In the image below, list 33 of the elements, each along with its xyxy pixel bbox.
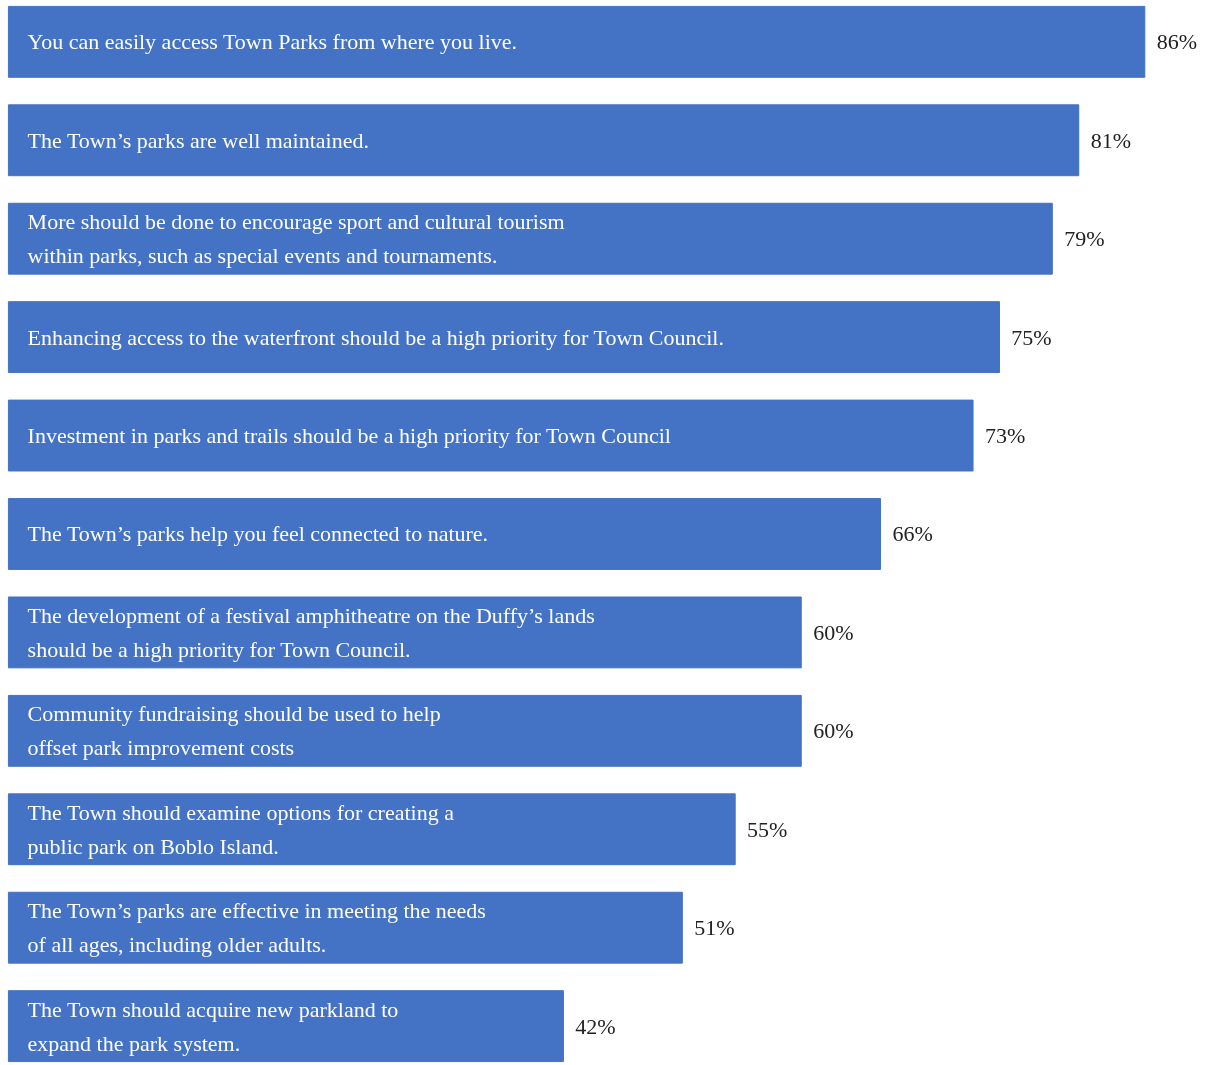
data-label: 55%: [747, 816, 788, 842]
bar: [7, 498, 882, 570]
data-label: 60%: [813, 619, 854, 645]
bar: [7, 202, 1053, 275]
data-label: 73%: [984, 423, 1026, 449]
bar: [7, 990, 564, 1063]
y-tick-label: The Town’s parks help you feel connected to nature.: [27, 521, 489, 547]
bar: [7, 399, 974, 472]
data-label: 79%: [1064, 226, 1105, 252]
y-tick-label: Investment in parks and trails should be a high priority for Town Council: [27, 423, 671, 449]
y-tick-label: The Town should examine options for creating a public park on Boblo Island.: [27, 799, 455, 859]
y-tick-label: More should be done to encourage sport and cultural tourism within parks, such as special events and tournaments.: [27, 209, 565, 269]
data-label: 66%: [892, 521, 933, 547]
bar: [7, 793, 736, 866]
bar: [7, 694, 802, 767]
bar: [7, 301, 1000, 374]
bar: [7, 104, 1080, 177]
bar: [7, 5, 1146, 78]
data-label: 81%: [1090, 127, 1131, 153]
y-tick-label: The Town’s parks are effective in meeting the needs of all ages, including older adults.: [27, 898, 486, 958]
y-tick-label: Enhancing access to the waterfront should be a high priority for Town Council.: [27, 324, 724, 350]
bar: [7, 891, 683, 964]
bar: [7, 596, 802, 669]
y-tick-label: The Town should acquire new parkland to expand the park system.: [27, 996, 399, 1056]
data-label: 42%: [575, 1013, 616, 1039]
data-label: 51%: [694, 915, 735, 941]
y-tick-label: Community fundraising should be used to help offset park improvement costs: [27, 701, 441, 761]
y-tick-label: You can easily access Town Parks from where you live.: [27, 29, 518, 55]
y-tick-label: The Town’s parks are well maintained.: [27, 127, 369, 153]
data-label: 75%: [1011, 324, 1052, 350]
data-label: 86%: [1156, 29, 1198, 55]
y-tick-label: The development of a festival amphitheatre on the Duffy’s lands should be a high priority for Town Council.: [27, 603, 595, 662]
data-label: 60%: [813, 718, 854, 744]
